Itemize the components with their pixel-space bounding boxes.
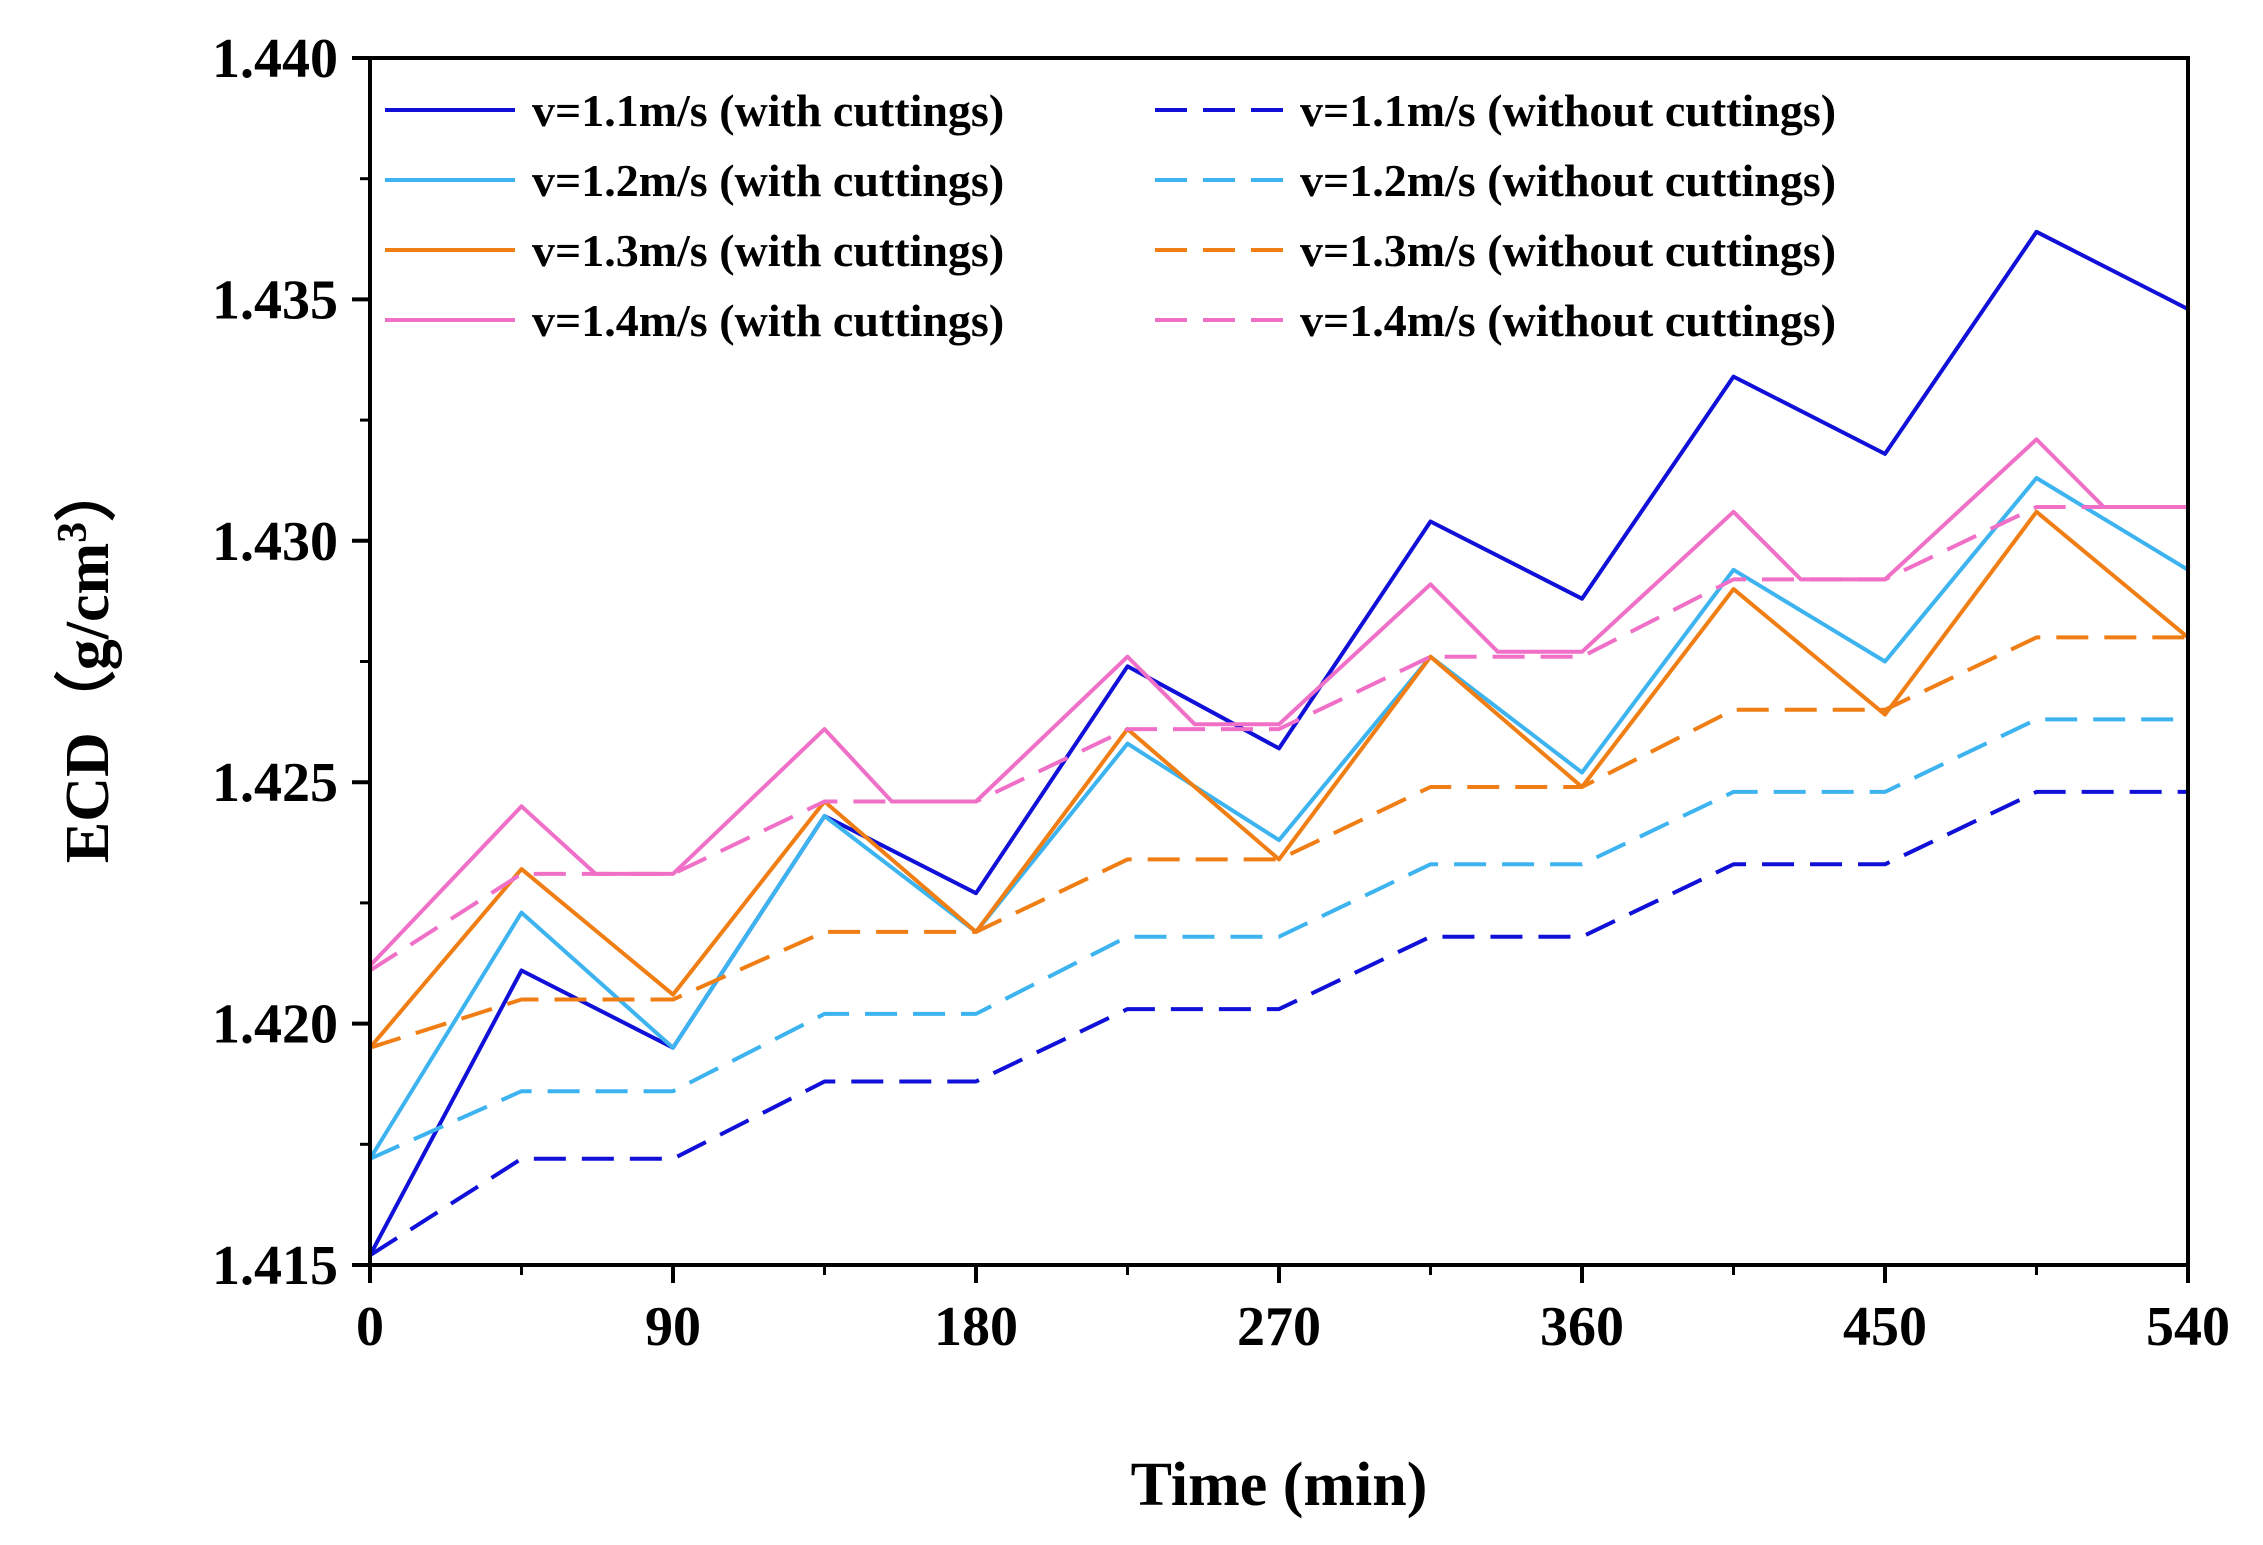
legend-label: v=1.2m/s (with cuttings)	[532, 155, 1004, 206]
x-tick-label: 270	[1237, 1296, 1321, 1358]
legend-label: v=1.3m/s (with cuttings)	[532, 225, 1004, 276]
x-tick-label: 180	[934, 1296, 1018, 1358]
y-tick-label: 1.415	[212, 1235, 338, 1297]
series-lines	[368, 229, 2190, 1257]
legend-label: v=1.4m/s (with cuttings)	[532, 295, 1004, 346]
y-axis-title-close: ）	[52, 460, 122, 522]
legend: v=1.1m/s (with cuttings) v=1.2m/s (with c…	[385, 85, 1836, 346]
series-line-3	[368, 476, 2190, 1160]
y-axis-title-main: ECD（g/cm	[52, 543, 122, 863]
y-tick-label: 1.435	[212, 269, 338, 331]
y-axis-title: ECD（g/cm3）	[50, 460, 122, 863]
legend-label: v=1.3m/s (without cuttings)	[1300, 225, 1836, 276]
series-line-5	[368, 509, 2190, 1049]
series-line-6	[369, 635, 2188, 1050]
legend-label: v=1.2m/s (without cuttings)	[1300, 155, 1836, 206]
y-axis-title-superscript: 3	[50, 522, 96, 543]
x-tick-label: 540	[2146, 1296, 2230, 1358]
legend-label: v=1.1m/s (with cuttings)	[532, 85, 1004, 136]
series-line-2	[368, 789, 2188, 1257]
series-line-8	[368, 505, 2188, 973]
y-tick-label: 1.430	[212, 511, 338, 573]
y-tick-label: 1.440	[212, 28, 338, 90]
x-tick-label: 450	[1843, 1296, 1927, 1358]
legend-label: v=1.4m/s (without cuttings)	[1300, 295, 1836, 346]
axis-ticks	[352, 56, 2190, 1283]
series-line-4	[369, 717, 2188, 1161]
x-tick-label: 0	[356, 1296, 384, 1358]
y-tick-label: 1.420	[212, 994, 338, 1056]
y-tick-label: 1.425	[212, 752, 338, 814]
tick-labels: 0 90 180 270 360 450 540 1.415 1.420 1.425 1.430 1.…	[212, 28, 2230, 1358]
x-axis-title: Time (min)	[1131, 1451, 1428, 1519]
x-tick-label: 90	[645, 1296, 701, 1358]
x-tick-label: 360	[1540, 1296, 1624, 1358]
legend-label: v=1.1m/s (without cuttings)	[1300, 85, 1836, 136]
